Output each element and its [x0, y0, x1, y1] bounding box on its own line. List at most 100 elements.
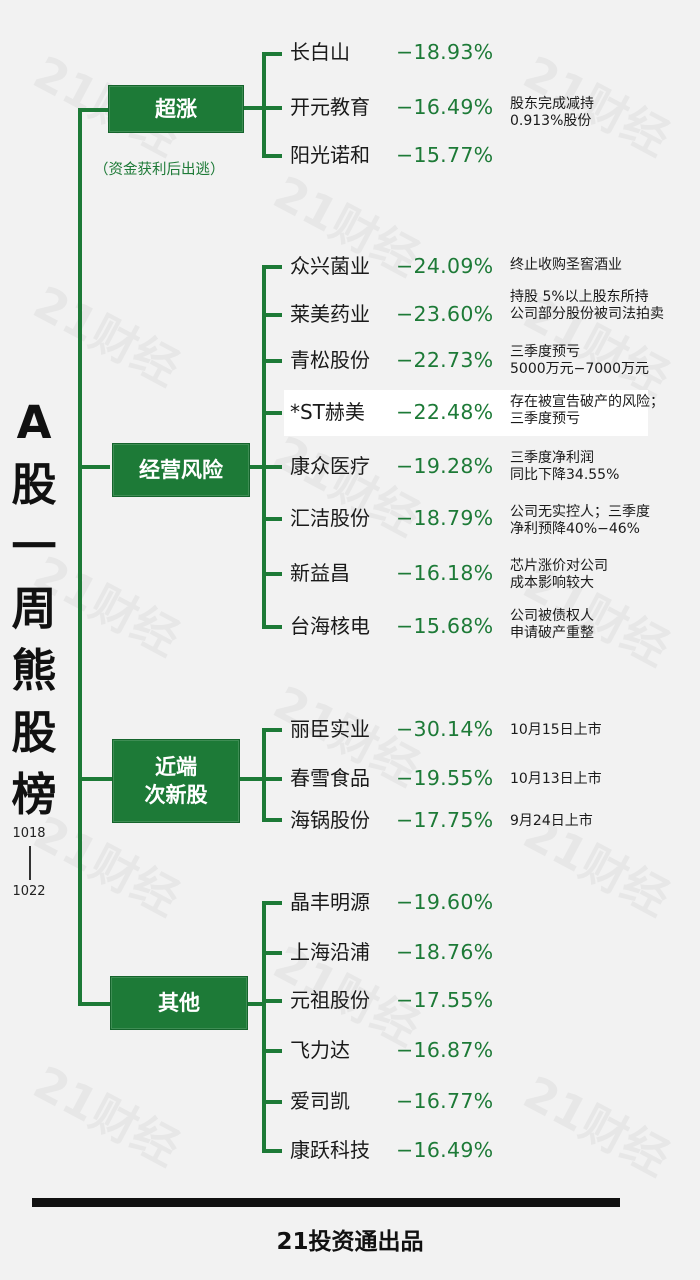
stock-change: −18.76%	[396, 940, 494, 964]
item-tick	[262, 154, 282, 158]
item-tick	[262, 625, 282, 629]
stock-comment: 9月24日上市	[510, 813, 593, 830]
stock-change: −19.60%	[396, 890, 494, 914]
stock-change: −15.68%	[396, 614, 494, 638]
stock-comment: 10月15日上市	[510, 722, 602, 739]
category-connector	[238, 777, 264, 781]
comment-line: 公司无实控人；三季度	[510, 504, 650, 520]
item-tick	[262, 999, 282, 1003]
item-tick	[262, 818, 282, 822]
footer-credit: 21投资通出品	[276, 1229, 424, 1255]
comment-line: 净利预降40%−46%	[510, 521, 640, 537]
stock-name: 丽臣实业	[290, 717, 370, 741]
stock-name: 春雪食品	[290, 766, 370, 790]
stock-change: −16.49%	[396, 95, 494, 119]
comment-line: 同比下降34.55%	[510, 467, 620, 483]
title-char: 一	[11, 520, 57, 573]
stock-change: −22.73%	[396, 348, 494, 372]
item-tick	[262, 265, 282, 269]
title-char: 熊	[11, 644, 57, 697]
comment-line: 存在被宣告破产的风险；	[510, 394, 664, 410]
stock-name: 台海核电	[290, 614, 370, 638]
stock-change: −19.28%	[396, 454, 494, 478]
category-connector	[242, 106, 264, 110]
trunk-branch	[78, 1002, 110, 1006]
comment-line: 三季度预亏	[510, 411, 580, 427]
item-tick	[262, 517, 282, 521]
main-trunk-line	[78, 108, 82, 1006]
stock-name: 康众医疗	[290, 454, 370, 478]
item-tick	[262, 52, 282, 56]
category-label: 次新股	[144, 783, 208, 807]
stock-change: −16.49%	[396, 1138, 494, 1162]
stock-name: 新益昌	[290, 561, 350, 585]
stock-comment: 存在被宣告破产的风险； 三季度预亏	[510, 394, 664, 428]
title-char: 周	[11, 582, 57, 635]
item-tick	[262, 901, 282, 905]
stock-name: 长白山	[290, 40, 350, 64]
stock-change: −16.18%	[396, 561, 494, 585]
stock-comment: 股东完成减持 0.913%股份	[510, 96, 594, 130]
comment-line: 9月24日上市	[510, 813, 593, 829]
title-char: 股	[11, 706, 57, 759]
stock-change: −19.55%	[396, 766, 494, 790]
stock-name: 汇洁股份	[290, 506, 370, 530]
category-connector	[246, 1002, 264, 1006]
item-tick	[262, 572, 282, 576]
stock-name: *ST赫美	[290, 400, 365, 424]
item-tick	[262, 359, 282, 363]
stock-name: 众兴菌业	[290, 254, 370, 278]
comment-line: 0.913%股份	[510, 113, 592, 129]
group-bracket	[262, 728, 266, 822]
title-char: A	[16, 396, 52, 449]
trunk-branch	[78, 465, 110, 469]
category-note: （资金获利后出逃）	[94, 162, 225, 178]
watermark: 21财经	[514, 1057, 683, 1189]
item-tick	[262, 777, 282, 781]
stock-name: 飞力达	[290, 1038, 350, 1062]
stock-name: 阳光诺和	[290, 143, 370, 167]
stock-change: −18.79%	[396, 506, 494, 530]
group-bracket	[262, 52, 266, 158]
watermark: 21财经	[24, 267, 193, 399]
stock-change: −18.93%	[396, 40, 494, 64]
row-highlight	[284, 390, 648, 436]
stock-name: 海锅股份	[290, 808, 370, 832]
stock-change: −17.55%	[396, 988, 494, 1012]
group-bracket	[262, 265, 266, 629]
category-box: 近端 次新股	[112, 739, 240, 823]
comment-line: 公司部分股份被司法拍卖	[510, 306, 664, 322]
stock-change: −22.48%	[396, 400, 494, 424]
stock-comment: 终止收购圣窖酒业	[510, 257, 622, 274]
group-bracket	[262, 901, 266, 1153]
stock-name: 开元教育	[290, 95, 370, 119]
comment-line: 三季度预亏	[510, 344, 580, 360]
watermark: 21财经	[24, 1047, 193, 1179]
comment-line: 申请破产重整	[510, 625, 594, 641]
date-range-line	[29, 846, 31, 880]
item-tick	[262, 951, 282, 955]
stock-comment: 三季度预亏 5000万元−7000万元	[510, 344, 649, 378]
date-end: 1022	[12, 884, 46, 899]
stock-comment: 持股 5%以上股东所持 公司部分股份被司法拍卖	[510, 289, 664, 323]
footer-rule	[32, 1198, 620, 1207]
item-tick	[262, 106, 282, 110]
item-tick	[262, 1049, 282, 1053]
item-tick	[262, 465, 282, 469]
comment-line: 公司被债权人	[510, 608, 594, 624]
title-char: 股	[11, 458, 57, 511]
comment-line: 持股 5%以上股东所持	[510, 289, 649, 305]
stock-comment: 公司无实控人；三季度 净利预降40%−46%	[510, 504, 650, 538]
item-tick	[262, 1100, 282, 1104]
comment-line: 10月15日上市	[510, 722, 602, 738]
item-tick	[262, 411, 282, 415]
comment-line: 5000万元−7000万元	[510, 361, 649, 377]
title-char: 榜	[11, 768, 57, 821]
stock-name: 晶丰明源	[290, 890, 370, 914]
stock-name: 康跃科技	[290, 1138, 370, 1162]
stock-change: −23.60%	[396, 302, 494, 326]
stock-change: −16.87%	[396, 1038, 494, 1062]
category-label: 经营风险	[139, 458, 223, 482]
comment-line: 终止收购圣窖酒业	[510, 257, 622, 273]
comment-line: 10月13日上市	[510, 771, 602, 787]
